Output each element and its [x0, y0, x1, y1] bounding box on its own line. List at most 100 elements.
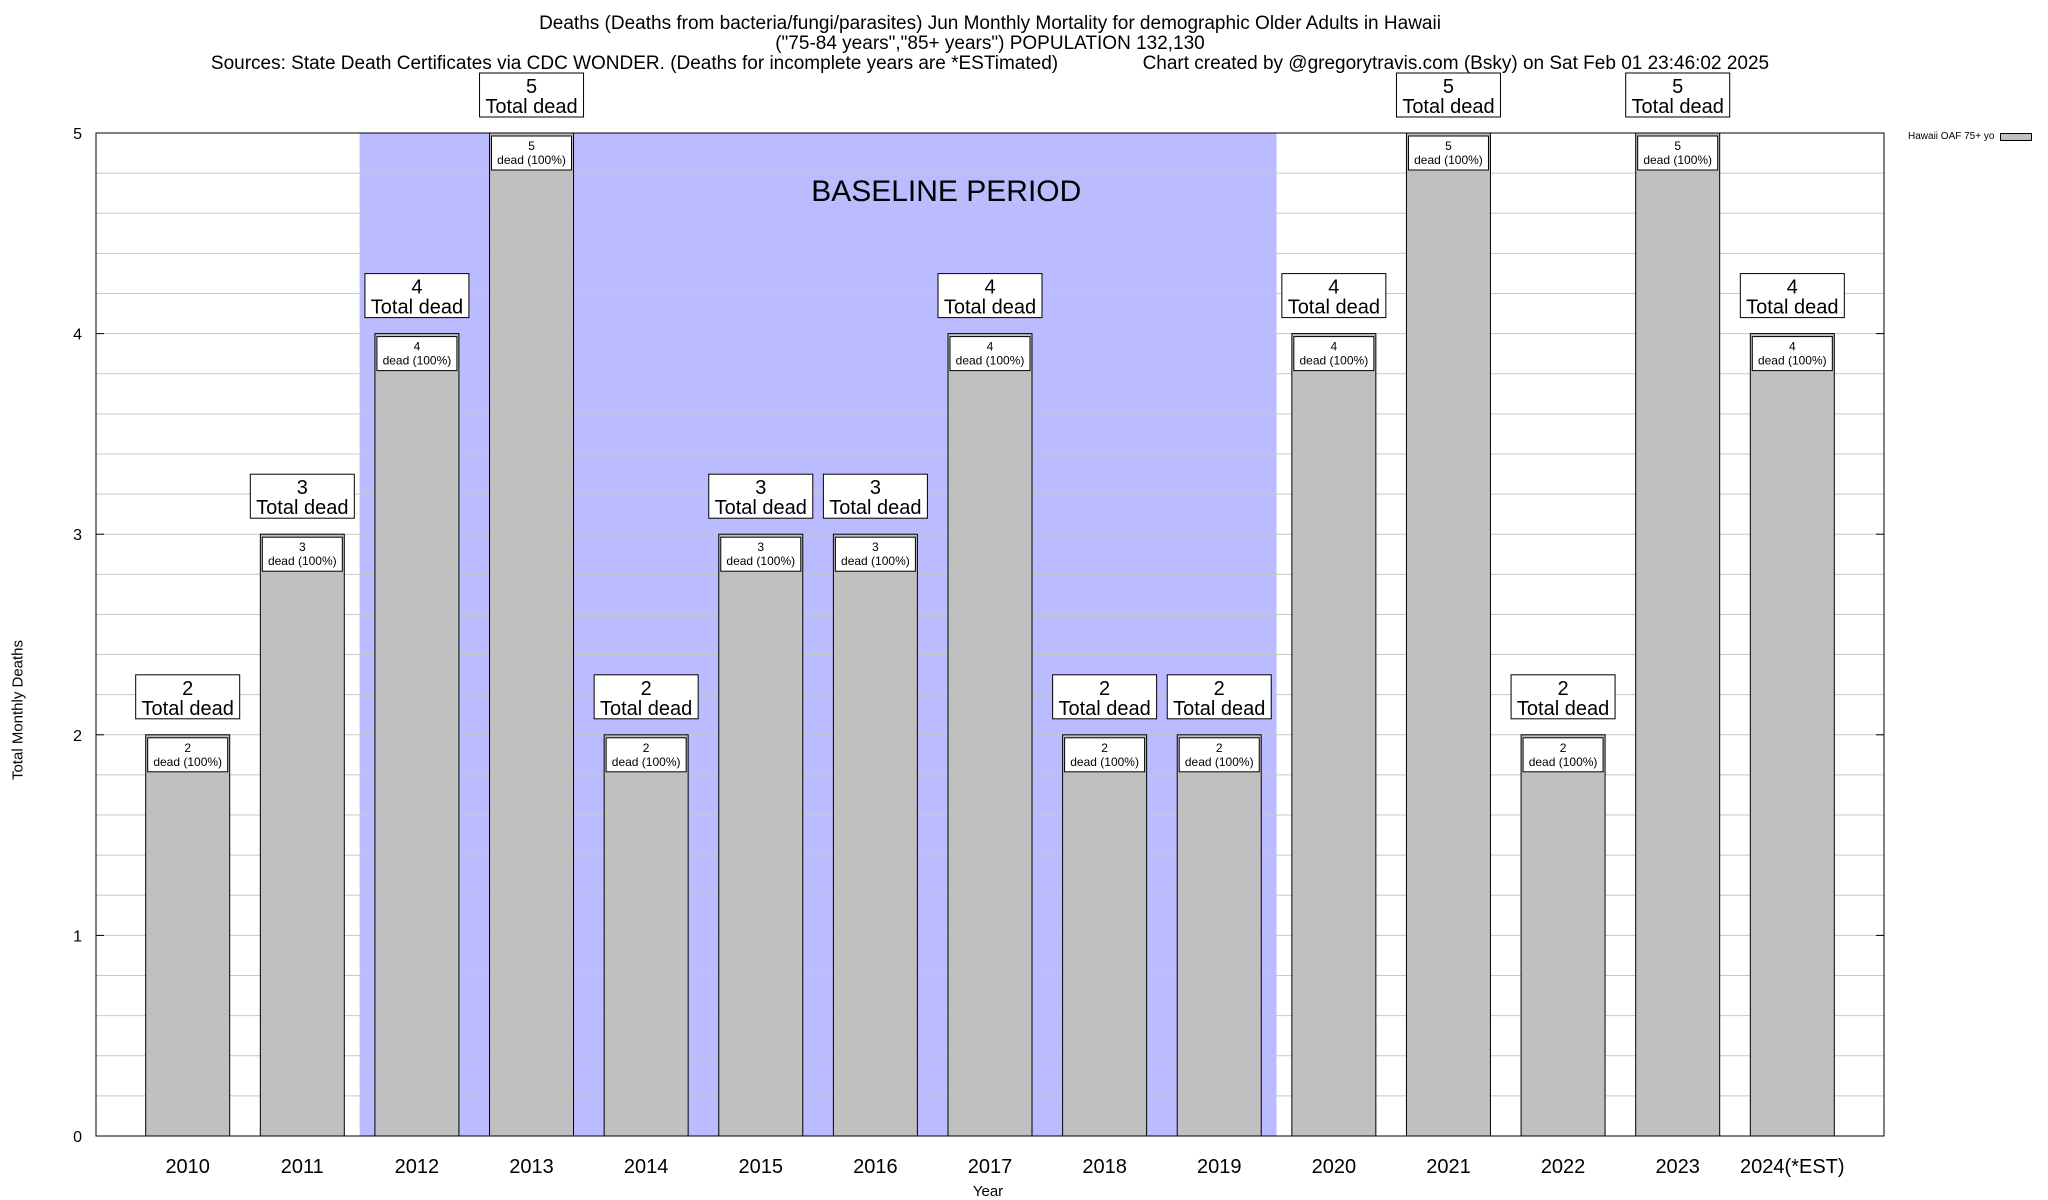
y-tick-label: 1: [73, 928, 82, 945]
bar-inner-label-box: [949, 336, 1031, 372]
bar-inner-label-text: dead (100%): [497, 153, 566, 167]
x-tick-label: 2013: [509, 1156, 554, 1178]
bar-inner-label-value: 3: [299, 540, 306, 554]
baseline-period-label: BASELINE PERIOD: [811, 175, 1081, 208]
bar-top-label-value: 2: [1214, 678, 1225, 700]
bar: [832, 533, 918, 1137]
bar-top-label-value: 4: [984, 277, 995, 299]
bar-top-label-text: Total dead: [256, 497, 348, 519]
bar-inner-label-text: dead (100%): [383, 354, 452, 368]
bar-top-label-text: Total dead: [600, 698, 692, 720]
y-tick-label: 5: [73, 126, 82, 143]
bar-top-label-value: 5: [1443, 76, 1454, 98]
bar-top-label-box: [1052, 674, 1158, 720]
bar: [1291, 333, 1377, 1137]
bar-inner-label-text: dead (100%): [726, 554, 795, 568]
bar: [1405, 132, 1491, 1137]
bar: [145, 734, 231, 1137]
chart-subtitle: ("75-84 years","85+ years") POPULATION 1…: [775, 33, 1205, 54]
bar-inner-label-box: [1522, 737, 1604, 773]
x-tick-label: 2023: [1655, 1156, 1700, 1178]
bar-top-label-box: [1395, 72, 1501, 118]
bar-inner-label-box: [376, 336, 458, 372]
bar-inner-label-text: dead (100%): [1758, 354, 1827, 368]
bar-top-label-box: [249, 473, 355, 519]
bar-top-label-box: [135, 674, 241, 720]
bar-inner-label-value: 2: [1216, 741, 1223, 755]
x-tick-label: 2014: [624, 1156, 669, 1178]
bar-top-label-box: [1166, 674, 1272, 720]
bar-inner-label-value: 5: [528, 139, 535, 153]
bar-top-label-text: Total dead: [485, 96, 577, 118]
bar-inner-label-box: [720, 536, 802, 572]
bar: [603, 734, 689, 1137]
bar-top-label-value: 4: [1328, 277, 1339, 299]
bar-top-label-box: [708, 473, 814, 519]
bar-inner-label-text: dead (100%): [268, 554, 337, 568]
bar-top-label-box: [1281, 273, 1387, 319]
chart-source-line: Sources: State Death Certificates via CD…: [0, 54, 1980, 74]
y-tick-label: 2: [73, 728, 82, 745]
bar-top-label-value: 5: [1672, 76, 1683, 98]
bar: [1176, 734, 1262, 1137]
bar-inner-label-box: [834, 536, 916, 572]
bar-top-label-text: Total dead: [1173, 698, 1265, 720]
bar-top-label-box: [479, 72, 585, 118]
bar-inner-label-text: dead (100%): [153, 755, 222, 769]
bar-inner-label-box: [147, 737, 229, 773]
bar-top-label-text: Total dead: [142, 698, 234, 720]
bar: [718, 533, 804, 1137]
bar-inner-label-text: dead (100%): [1414, 153, 1483, 167]
bar-top-label-text: Total dead: [1517, 698, 1609, 720]
bar-inner-label-value: 2: [1560, 741, 1567, 755]
bar-inner-label-text: dead (100%): [1299, 354, 1368, 368]
bar-inner-label-box: [605, 737, 687, 773]
y-tick-label: 0: [73, 1129, 82, 1146]
bar: [1062, 734, 1148, 1137]
bar-inner-label-box: [1407, 135, 1489, 171]
bar-inner-label-value: 2: [1101, 741, 1108, 755]
x-tick-label: 2019: [1197, 1156, 1242, 1178]
bar-top-label-text: Total dead: [715, 497, 807, 519]
x-tick-label: 2010: [165, 1156, 210, 1178]
bar-inner-label-value: 4: [414, 340, 421, 354]
bar-inner-label-value: 2: [184, 741, 191, 755]
bar-top-label-value: 3: [755, 477, 766, 499]
bar-top-label-text: Total dead: [371, 297, 463, 319]
bar-inner-label-box: [261, 536, 343, 572]
bar-inner-label-value: 3: [872, 540, 879, 554]
bar: [947, 333, 1033, 1137]
bar-top-label-box: [1739, 273, 1845, 319]
bar-top-label-text: Total dead: [944, 297, 1036, 319]
bar-top-label-box: [1510, 674, 1616, 720]
x-tick-label: 2024(*EST): [1740, 1156, 1845, 1178]
bar-top-label-text: Total dead: [1632, 96, 1724, 118]
bar-inner-label-text: dead (100%): [956, 354, 1025, 368]
bar-inner-label-text: dead (100%): [1529, 755, 1598, 769]
bar-top-label-value: 3: [297, 477, 308, 499]
y-tick-label: 4: [73, 327, 82, 344]
bar-inner-label-text: dead (100%): [841, 554, 910, 568]
x-tick-label: 2017: [968, 1156, 1013, 1178]
bar: [489, 132, 575, 1137]
chart-legend: Hawaii OAF 75+ yo: [1908, 131, 2033, 142]
bar-inner-label-value: 5: [1674, 139, 1681, 153]
bar-inner-label-box: [1637, 135, 1719, 171]
bar-inner-label-box: [491, 135, 573, 171]
x-tick-label: 2016: [853, 1156, 898, 1178]
bar-top-label-text: Total dead: [1288, 297, 1380, 319]
bar-top-label-text: Total dead: [1746, 297, 1838, 319]
bar-top-label-box: [1625, 72, 1731, 118]
bar-inner-label-text: dead (100%): [1185, 755, 1254, 769]
x-tick-label: 2021: [1426, 1156, 1471, 1178]
bar-top-label-value: 2: [182, 678, 193, 700]
legend-swatch: [2000, 132, 2033, 141]
x-axis-label: Year: [972, 1183, 1004, 1200]
bar-top-label-value: 4: [1787, 277, 1798, 299]
bar: [374, 333, 460, 1137]
bar-inner-label-text: dead (100%): [1643, 153, 1712, 167]
legend-label: Hawaii OAF 75+ yo: [1908, 131, 1995, 142]
x-tick-label: 2012: [395, 1156, 440, 1178]
bar-top-label-value: 4: [411, 277, 422, 299]
